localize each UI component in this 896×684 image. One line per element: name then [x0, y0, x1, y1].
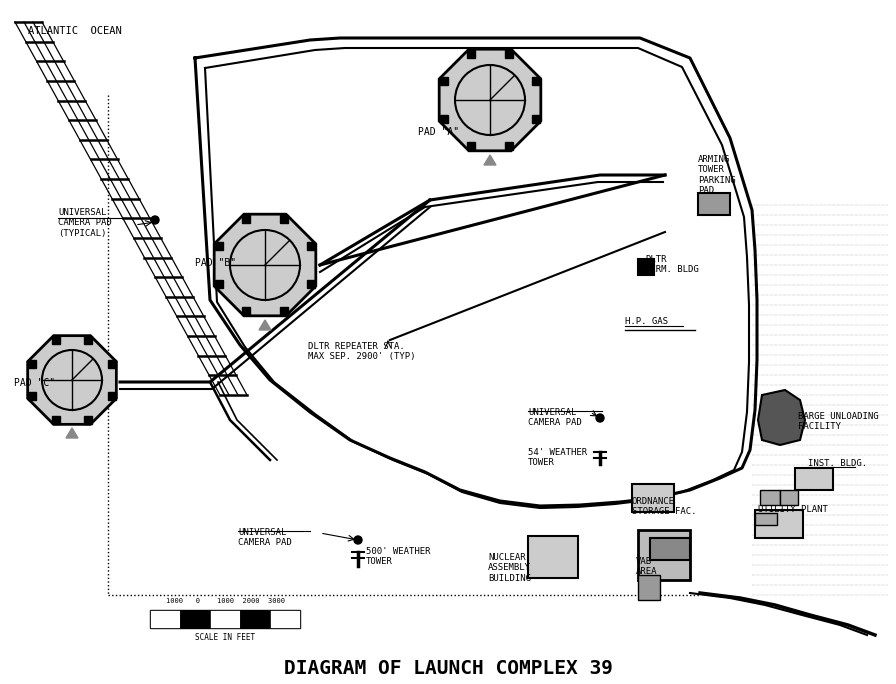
Bar [108, 360, 116, 367]
Text: PAD "B": PAD "B" [195, 258, 237, 268]
Bar [84, 337, 92, 344]
Bar [29, 360, 36, 367]
Bar [632, 484, 674, 512]
Text: PAD "C": PAD "C" [14, 378, 56, 388]
Polygon shape [758, 390, 805, 445]
Bar [505, 50, 513, 58]
Text: BARGE UNLOADING
FACILITY: BARGE UNLOADING FACILITY [798, 412, 879, 432]
Text: UTILITY PLANT: UTILITY PLANT [758, 505, 828, 514]
Text: DLTR REPEATER STA.
MAX SEP. 2900' (TYP): DLTR REPEATER STA. MAX SEP. 2900' (TYP) [308, 342, 416, 361]
Bar [180, 610, 210, 628]
Bar [29, 393, 36, 400]
Bar [307, 242, 315, 250]
Text: DIAGRAM OF LAUNCH COMPLEX 39: DIAGRAM OF LAUNCH COMPLEX 39 [283, 659, 613, 677]
Text: ORDNANCE
STORAGE FAC.: ORDNANCE STORAGE FAC. [632, 497, 696, 516]
Text: 1000   0    1000  2000  3000: 1000 0 1000 2000 3000 [166, 598, 285, 604]
Bar [467, 142, 475, 150]
Text: UNIVERSAL
CAMERA PAD
(TYPICAL): UNIVERSAL CAMERA PAD (TYPICAL) [58, 208, 112, 238]
Bar [638, 259, 654, 275]
Circle shape [596, 414, 604, 422]
Bar [150, 610, 180, 628]
Bar [780, 490, 798, 505]
Bar [280, 215, 289, 223]
Text: PAD "A": PAD "A" [418, 127, 459, 137]
Bar [638, 530, 690, 580]
Bar [440, 77, 448, 85]
Polygon shape [28, 336, 116, 424]
Bar [210, 610, 240, 628]
Bar [532, 77, 540, 85]
Bar [505, 142, 513, 150]
Bar [150, 610, 300, 628]
Bar [467, 50, 475, 58]
Bar [242, 215, 250, 223]
Bar [84, 416, 92, 423]
Text: NUCLEAR
ASSEMBLY
BUILDING: NUCLEAR ASSEMBLY BUILDING [488, 553, 531, 583]
Bar [755, 513, 777, 525]
Polygon shape [259, 320, 271, 330]
Bar [307, 280, 315, 288]
Polygon shape [66, 428, 78, 438]
Text: ATLANTIC  OCEAN: ATLANTIC OCEAN [28, 26, 122, 36]
Text: INST. BLDG.: INST. BLDG. [808, 460, 867, 469]
Bar [650, 538, 690, 560]
Bar [795, 468, 833, 490]
Bar [532, 115, 540, 123]
Text: 54' WEATHER
TOWER: 54' WEATHER TOWER [528, 448, 587, 467]
Bar [528, 536, 578, 578]
Text: ARMING
TOWER
PARKING
PAD: ARMING TOWER PARKING PAD [698, 155, 736, 195]
Text: VAB
AREA: VAB AREA [636, 557, 658, 577]
Bar [638, 575, 660, 600]
Circle shape [354, 536, 362, 544]
Text: H.P. GAS: H.P. GAS [625, 317, 668, 326]
Text: 500' WEATHER
TOWER: 500' WEATHER TOWER [366, 547, 430, 566]
Circle shape [151, 216, 159, 224]
Bar [440, 115, 448, 123]
Polygon shape [439, 49, 541, 150]
Text: UNIVERSAL
CAMERA PAD: UNIVERSAL CAMERA PAD [238, 528, 292, 547]
Text: DLTR
TERM. BLDG: DLTR TERM. BLDG [645, 255, 699, 274]
Polygon shape [214, 214, 315, 316]
Bar [240, 610, 270, 628]
Bar [242, 307, 250, 315]
Bar [755, 510, 803, 538]
Bar [215, 242, 223, 250]
Text: UNIVERSAL
CAMERA PAD: UNIVERSAL CAMERA PAD [528, 408, 582, 428]
Bar [108, 393, 116, 400]
Bar [280, 307, 289, 315]
Bar [52, 337, 59, 344]
Bar [270, 610, 300, 628]
Polygon shape [484, 155, 496, 165]
Bar [698, 193, 730, 215]
Text: SCALE IN FEET: SCALE IN FEET [195, 633, 255, 642]
Bar [760, 490, 780, 505]
Bar [52, 416, 59, 423]
Bar [215, 280, 223, 288]
